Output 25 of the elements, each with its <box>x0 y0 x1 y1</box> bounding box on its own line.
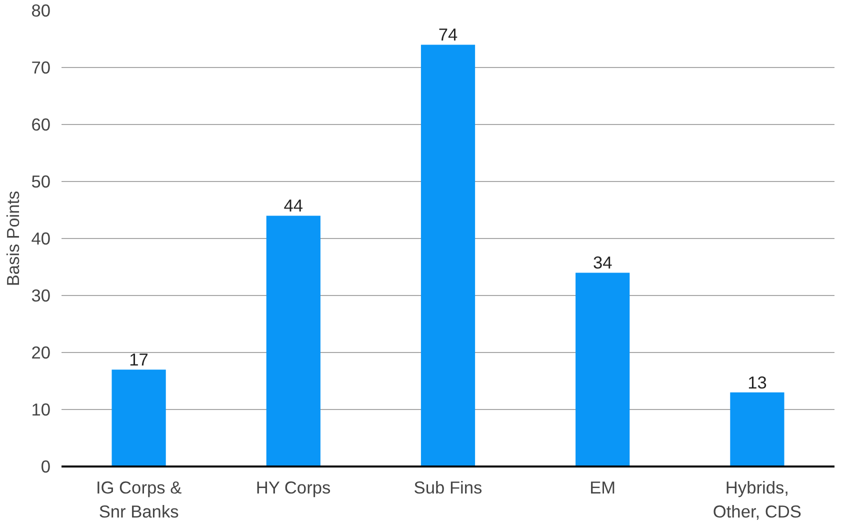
bar <box>112 370 166 466</box>
bar <box>730 392 784 466</box>
data-label: 17 <box>129 350 148 370</box>
bar <box>266 216 320 466</box>
y-tick-label: 50 <box>31 172 51 192</box>
x-tick-label: IG Corps & Snr Banks <box>96 478 182 522</box>
y-tick-label: 80 <box>31 0 51 20</box>
y-tick-label: 60 <box>31 114 51 134</box>
y-tick-label: 10 <box>31 400 51 420</box>
data-label: 34 <box>592 252 613 273</box>
x-tick-label: Hybrids, Other, CDS <box>712 478 802 522</box>
y-tick-label: 70 <box>31 58 51 78</box>
y-tick-label: 0 <box>40 456 51 476</box>
bar <box>576 272 630 466</box>
x-tick-label: HY Corps <box>256 478 331 498</box>
x-tick-label: EM <box>590 478 616 498</box>
y-tick-label: 20 <box>31 342 51 362</box>
y-axis-title: Basis Points <box>3 190 24 286</box>
bar <box>420 44 476 466</box>
data-label: 44 <box>284 196 304 216</box>
y-tick-label: 30 <box>31 286 51 306</box>
data-label: 74 <box>438 24 458 45</box>
y-tick-label: 40 <box>31 228 51 248</box>
data-label: 13 <box>748 372 767 392</box>
x-tick-label: Sub Fins <box>414 478 483 498</box>
